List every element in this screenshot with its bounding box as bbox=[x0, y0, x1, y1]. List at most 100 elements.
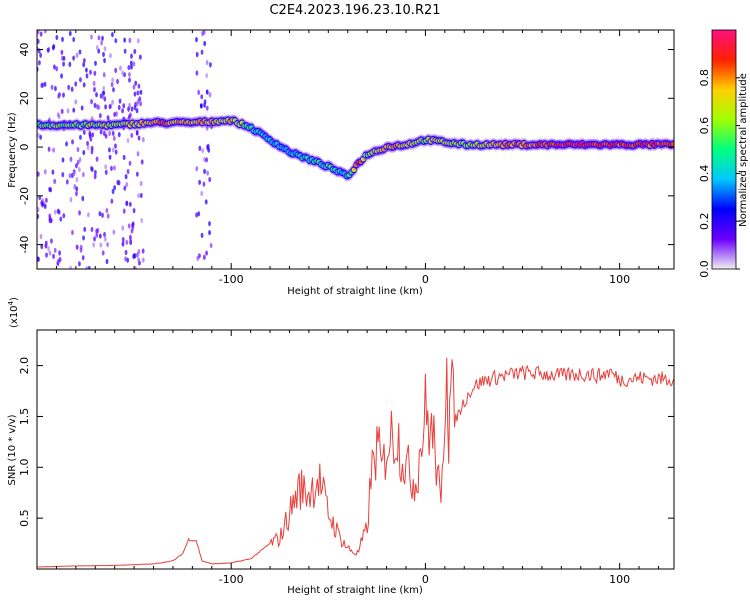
noise-blob bbox=[133, 253, 137, 259]
noise-blob bbox=[65, 179, 69, 185]
noise-blob bbox=[75, 52, 79, 58]
noise-blob bbox=[51, 169, 55, 175]
noise-blob bbox=[90, 99, 93, 105]
noise-blob bbox=[137, 257, 141, 263]
noise-blob bbox=[54, 85, 57, 92]
noise-blob bbox=[70, 86, 74, 92]
noise-blob bbox=[39, 31, 43, 37]
noise-blob bbox=[95, 156, 99, 162]
noise-blob bbox=[112, 87, 115, 93]
noise-blob bbox=[87, 265, 91, 269]
noise-blob bbox=[206, 170, 210, 176]
noise-blob bbox=[208, 221, 211, 227]
noise-blob bbox=[43, 30, 47, 34]
noise-blob bbox=[37, 213, 40, 220]
noise-blob bbox=[203, 157, 206, 163]
spectrogram-y-tick-label: 20 bbox=[18, 91, 31, 105]
snr-series-line bbox=[37, 357, 674, 568]
noise-blob bbox=[123, 48, 127, 54]
noise-blob bbox=[130, 64, 133, 70]
noise-blob bbox=[111, 99, 115, 105]
noise-blob bbox=[89, 69, 92, 75]
noise-blob bbox=[48, 217, 52, 224]
noise-blob bbox=[74, 99, 78, 105]
noise-blob bbox=[139, 180, 143, 187]
noise-blob bbox=[81, 195, 85, 202]
noise-blob bbox=[38, 60, 41, 66]
noise-blob bbox=[50, 84, 54, 90]
noise-blob bbox=[111, 31, 114, 38]
noise-blob bbox=[90, 149, 94, 155]
noise-blob bbox=[129, 60, 133, 66]
noise-blob bbox=[60, 49, 64, 55]
snr-y-tick-label: 0.5 bbox=[18, 509, 31, 527]
noise-blob bbox=[98, 113, 102, 119]
noise-blob bbox=[37, 256, 40, 262]
noise-blob bbox=[59, 216, 63, 222]
colorbar-tick-label: 0.0 bbox=[698, 260, 711, 278]
noise-blob bbox=[136, 38, 140, 44]
noise-blob bbox=[122, 208, 126, 214]
ridge-core bbox=[351, 167, 357, 173]
noise-blob bbox=[48, 186, 52, 192]
noise-blob bbox=[128, 160, 132, 166]
noise-blob bbox=[139, 89, 143, 95]
noise-blob bbox=[112, 135, 116, 141]
noise-blob bbox=[69, 197, 73, 203]
noise-blob bbox=[62, 92, 65, 98]
noise-blob bbox=[95, 92, 98, 98]
noise-blob bbox=[132, 208, 136, 214]
noise-blob bbox=[74, 81, 78, 87]
noise-blob bbox=[121, 70, 124, 76]
noise-blob bbox=[114, 143, 117, 149]
noise-blob bbox=[208, 91, 212, 98]
noise-blob bbox=[111, 188, 115, 195]
noise-blob bbox=[126, 257, 130, 263]
noise-blob bbox=[53, 178, 57, 184]
noise-blob bbox=[99, 242, 103, 248]
noise-blob bbox=[81, 255, 85, 261]
noise-blob bbox=[43, 81, 47, 87]
noise-blob bbox=[110, 198, 114, 204]
noise-blob bbox=[83, 226, 87, 232]
noise-blob bbox=[85, 266, 89, 269]
noise-blob bbox=[95, 44, 99, 51]
noise-blob bbox=[132, 84, 136, 90]
noise-blob bbox=[110, 81, 114, 88]
snr-panel: -100 0 100 0.5 1.0 1.5 2.0 Height of straight … bbox=[7, 297, 675, 596]
noise-blob bbox=[47, 246, 50, 252]
noise-blob bbox=[80, 105, 84, 111]
noise-blob bbox=[85, 73, 89, 79]
noise-blob bbox=[102, 72, 106, 78]
noise-blob bbox=[47, 146, 51, 152]
noise-blob bbox=[108, 154, 112, 160]
noise-blob bbox=[133, 48, 137, 55]
noise-blob bbox=[130, 228, 134, 234]
noise-blob bbox=[101, 93, 105, 100]
noise-blob bbox=[128, 71, 131, 78]
noise-blob bbox=[195, 51, 199, 58]
noise-blob bbox=[48, 250, 52, 256]
snr-x-tick-label: 100 bbox=[609, 573, 630, 586]
noise-blob bbox=[65, 141, 68, 147]
noise-blob bbox=[128, 37, 132, 43]
noise-blob bbox=[111, 147, 115, 153]
noise-blob bbox=[133, 266, 137, 269]
noise-blob bbox=[103, 46, 107, 52]
noise-blob bbox=[137, 135, 141, 141]
noise-blob bbox=[113, 185, 117, 191]
noise-blob bbox=[79, 247, 83, 253]
noise-blob bbox=[108, 130, 112, 137]
noise-blob bbox=[61, 36, 64, 42]
noise-blob bbox=[61, 172, 65, 178]
noise-blob bbox=[136, 151, 140, 157]
snr-x-tick-label: 0 bbox=[422, 573, 429, 586]
noise-blob bbox=[116, 78, 119, 85]
noise-blob bbox=[127, 223, 131, 229]
noise-blob bbox=[112, 229, 116, 235]
noise-blob bbox=[203, 168, 206, 174]
snr-ticks: -100 0 100 0.5 1.0 1.5 2.0 bbox=[18, 330, 674, 586]
noise-blob bbox=[124, 174, 128, 180]
noise-blob bbox=[69, 265, 72, 269]
spectrogram-x-tick-label: -100 bbox=[219, 273, 244, 286]
